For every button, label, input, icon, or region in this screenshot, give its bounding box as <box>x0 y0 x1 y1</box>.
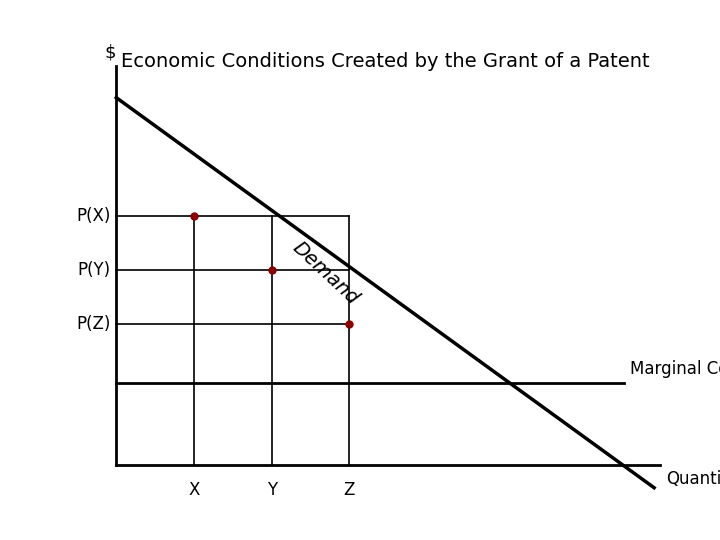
Text: Demand: Demand <box>289 238 362 308</box>
Text: Marginal Cost: Marginal Cost <box>630 360 720 378</box>
Text: Z: Z <box>343 481 355 499</box>
Text: $: $ <box>104 43 116 62</box>
Text: X: X <box>189 481 199 499</box>
Text: P(Y): P(Y) <box>77 261 110 279</box>
Text: Economic Conditions Created by the Grant of a Patent: Economic Conditions Created by the Grant… <box>121 52 649 71</box>
Text: P(Z): P(Z) <box>76 315 110 333</box>
Text: Y: Y <box>266 481 276 499</box>
Text: Quantity: Quantity <box>666 470 720 488</box>
Text: P(X): P(X) <box>76 207 110 225</box>
